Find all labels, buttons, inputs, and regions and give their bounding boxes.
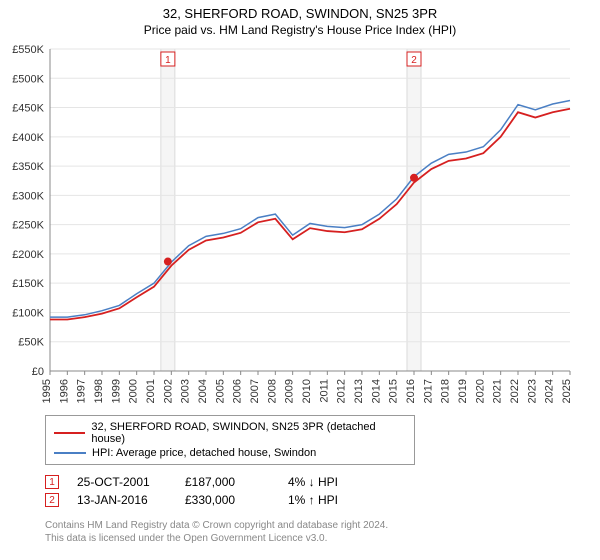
svg-text:2021: 2021: [492, 379, 504, 403]
svg-text:2000: 2000: [128, 379, 140, 403]
svg-text:2024: 2024: [544, 379, 556, 403]
legend-label: 32, SHERFORD ROAD, SWINDON, SN25 3PR (de…: [91, 421, 406, 445]
legend-swatch: [54, 432, 85, 434]
legend-item: HPI: Average price, detached house, Swin…: [54, 446, 406, 460]
svg-text:1995: 1995: [41, 379, 53, 403]
legend-item: 32, SHERFORD ROAD, SWINDON, SN25 3PR (de…: [54, 420, 406, 446]
svg-text:2013: 2013: [353, 379, 365, 403]
svg-text:£200K: £200K: [12, 249, 44, 261]
svg-text:2015: 2015: [388, 379, 400, 403]
sale-date: 25-OCT-2001: [77, 475, 167, 489]
sale-marker: 1: [45, 475, 59, 489]
svg-text:2002: 2002: [162, 379, 174, 403]
sale-delta: 1% ↑ HPI: [288, 493, 378, 507]
svg-text:2022: 2022: [509, 379, 521, 403]
svg-text:£150K: £150K: [12, 278, 44, 290]
legend: 32, SHERFORD ROAD, SWINDON, SN25 3PR (de…: [45, 415, 415, 465]
svg-text:2019: 2019: [457, 379, 469, 403]
svg-text:2001: 2001: [145, 379, 157, 403]
svg-text:2010: 2010: [301, 379, 313, 403]
svg-text:2005: 2005: [214, 379, 226, 403]
sale-delta: 4% ↓ HPI: [288, 475, 378, 489]
svg-text:2: 2: [411, 55, 417, 66]
svg-text:2011: 2011: [318, 379, 330, 403]
svg-text:2016: 2016: [405, 379, 417, 403]
svg-text:£300K: £300K: [12, 190, 44, 202]
svg-text:£250K: £250K: [12, 220, 44, 232]
svg-text:£500K: £500K: [12, 73, 44, 85]
svg-text:£450K: £450K: [12, 103, 44, 115]
legend-label: HPI: Average price, detached house, Swin…: [92, 447, 316, 459]
sales-table: 1 25-OCT-2001 £187,000 4% ↓ HPI 2 13-JAN-2016…: [45, 473, 600, 509]
svg-text:1998: 1998: [93, 379, 105, 403]
svg-text:1: 1: [165, 55, 171, 66]
sale-row: 1 25-OCT-2001 £187,000 4% ↓ HPI: [45, 473, 600, 491]
svg-text:£550K: £550K: [12, 44, 44, 56]
svg-text:2023: 2023: [526, 379, 538, 403]
svg-text:2017: 2017: [422, 379, 434, 403]
page-subtitle: Price paid vs. HM Land Registry's House …: [0, 21, 600, 37]
svg-text:2009: 2009: [284, 379, 296, 403]
sale-price: £187,000: [185, 475, 270, 489]
svg-text:2012: 2012: [336, 379, 348, 403]
svg-text:2004: 2004: [197, 379, 209, 403]
chart-svg: £0 £50K £100K £150K £200K £250K £300K £350K £400…: [0, 41, 580, 411]
svg-text:2008: 2008: [266, 379, 278, 403]
svg-text:2018: 2018: [440, 379, 452, 403]
svg-text:2025: 2025: [561, 379, 573, 403]
legend-swatch: [54, 452, 86, 454]
svg-text:1999: 1999: [110, 379, 122, 403]
footer-line-1: Contains HM Land Registry data © Crown c…: [45, 519, 600, 532]
svg-text:£50K: £50K: [18, 337, 44, 349]
footer-attribution: Contains HM Land Registry data © Crown c…: [45, 519, 600, 545]
svg-text:1997: 1997: [76, 379, 88, 403]
sale-price: £330,000: [185, 493, 270, 507]
svg-text:2006: 2006: [232, 379, 244, 403]
svg-text:2007: 2007: [249, 379, 261, 403]
svg-text:1996: 1996: [58, 379, 70, 403]
svg-text:£100K: £100K: [12, 307, 44, 319]
price-chart: £0 £50K £100K £150K £200K £250K £300K £350K £400…: [0, 41, 580, 411]
svg-text:£350K: £350K: [12, 161, 44, 173]
svg-text:2020: 2020: [474, 379, 486, 403]
svg-text:2003: 2003: [180, 379, 192, 403]
svg-text:2014: 2014: [370, 379, 382, 403]
svg-text:£0: £0: [32, 366, 44, 378]
sale-date: 13-JAN-2016: [77, 493, 167, 507]
sale-row: 2 13-JAN-2016 £330,000 1% ↑ HPI: [45, 491, 600, 509]
footer-line-2: This data is licensed under the Open Gov…: [45, 532, 600, 545]
page-title: 32, SHERFORD ROAD, SWINDON, SN25 3PR: [0, 0, 600, 21]
sale-marker: 2: [45, 493, 59, 507]
svg-text:£400K: £400K: [12, 132, 44, 144]
